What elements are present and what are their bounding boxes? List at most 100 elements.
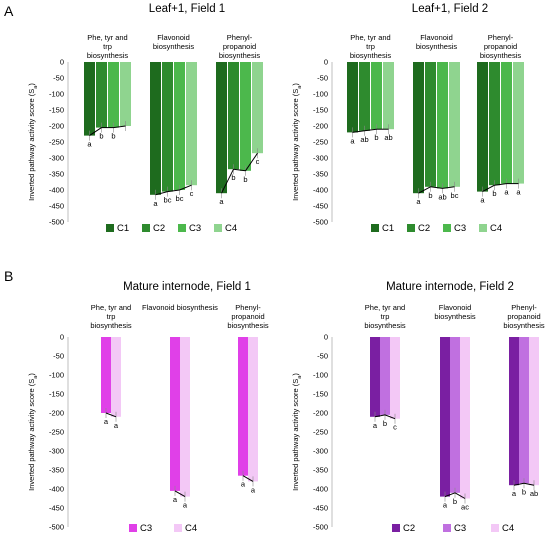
y-tick-label: -250	[313, 428, 328, 437]
significance-letter: ab	[530, 489, 538, 498]
y-tick-label: -350	[313, 466, 328, 475]
chart-title: Mature internode, Field 2	[386, 281, 514, 293]
connector-line	[242, 475, 254, 482]
bar	[509, 337, 519, 486]
group-label: Flavonoid	[439, 303, 472, 312]
y-tick-label: -450	[49, 202, 64, 211]
connector-line	[89, 127, 102, 137]
y-tick-label: -50	[53, 74, 64, 83]
y-tick-label: -450	[49, 504, 64, 513]
connector-line	[494, 183, 507, 186]
significance-letter: b	[231, 173, 235, 182]
legend-swatch	[174, 524, 182, 532]
panel-label-a: A	[4, 3, 14, 19]
group-label: trp	[381, 312, 390, 321]
bar	[519, 337, 529, 484]
significance-letter: a	[251, 485, 256, 494]
y-tick-label: -250	[49, 138, 64, 147]
y-axis-label: Inverted pathway activity score (Sa)	[27, 83, 39, 201]
bar	[513, 62, 524, 184]
significance-letter: a	[504, 188, 509, 197]
bar	[383, 62, 394, 130]
legend-swatch	[407, 224, 415, 232]
y-tick-label: -50	[53, 352, 64, 361]
significance-letter: b	[99, 132, 103, 141]
chart-title: Leaf+1, Field 2	[412, 3, 488, 15]
connector-line	[374, 414, 386, 418]
bar	[248, 337, 258, 482]
y-tick-label: -300	[49, 154, 64, 163]
group-label: biosynthesis	[219, 51, 261, 60]
y-tick-label: -150	[313, 106, 328, 115]
chart-panel-3: Mature internode, Field 1 Inverted pathwa…	[27, 281, 269, 534]
y-tick-label: -400	[313, 186, 328, 195]
y-tick-label: -50	[317, 74, 328, 83]
bar	[84, 62, 95, 136]
bar	[108, 62, 119, 128]
legend-swatch	[106, 224, 114, 232]
legend-swatch	[178, 224, 186, 232]
significance-letter: a	[241, 480, 246, 489]
y-tick-label: -200	[313, 122, 328, 131]
y-tick-label: 0	[324, 58, 328, 67]
legend-swatch	[142, 224, 150, 232]
bar	[413, 62, 424, 194]
group-label: biosynthesis	[87, 51, 129, 60]
legend-label: C3	[189, 223, 201, 234]
group-label: Phenyl-	[227, 33, 253, 42]
bar	[489, 62, 500, 186]
y-tick-label: 0	[60, 58, 64, 67]
chart-title: Leaf+1, Field 1	[149, 3, 225, 15]
y-tick-label: -100	[49, 90, 64, 99]
y-axis-label: Inverted pathway activity score (Sa)	[291, 373, 303, 491]
y-tick-label: 0	[60, 333, 64, 342]
group-label: trp	[107, 312, 116, 321]
chart-title: Mature internode, Field 1	[123, 281, 251, 293]
significance-letter: a	[183, 501, 188, 510]
group-label: propanoid	[484, 42, 517, 51]
significance-letter: a	[153, 199, 158, 208]
connector-line	[364, 128, 377, 132]
significance-letter: bc	[451, 191, 459, 200]
connector-line	[430, 186, 443, 189]
chart-panel-2: Leaf+1, Field 2 Inverted pathway activity…	[291, 3, 524, 234]
legend-swatch	[443, 224, 451, 232]
y-tick-label: -200	[313, 409, 328, 418]
y-tick-label: -400	[49, 186, 64, 195]
bar	[425, 62, 436, 187]
y-tick-label: -150	[49, 106, 64, 115]
bar	[120, 62, 131, 126]
group-label: Phenyl-	[235, 303, 261, 312]
significance-letter: b	[522, 487, 526, 496]
legend-label: C2	[403, 523, 415, 534]
legend-swatch	[129, 524, 137, 532]
connector-line	[523, 482, 535, 486]
significance-letter: ab	[384, 133, 392, 142]
y-tick-label: -250	[313, 138, 328, 147]
bar	[216, 62, 227, 194]
group-label: Phenyl-	[488, 33, 514, 42]
connector-line	[179, 184, 192, 191]
y-tick-label: -100	[49, 371, 64, 380]
y-tick-label: -500	[313, 218, 328, 227]
bar	[380, 337, 390, 415]
significance-letter: a	[87, 140, 92, 149]
group-label: biosynthesis	[227, 321, 269, 330]
legend-label: C3	[454, 523, 466, 534]
legend-label: C4	[225, 223, 237, 234]
y-tick-label: -100	[313, 371, 328, 380]
connector-line	[444, 492, 456, 498]
connector-line	[105, 412, 117, 418]
group-label: Flavonoid	[157, 33, 190, 42]
y-tick-label: -500	[313, 523, 328, 532]
group-label: propanoid	[223, 42, 256, 51]
y-tick-label: -300	[49, 447, 64, 456]
legend-label: C4	[490, 223, 502, 234]
connector-line	[513, 482, 525, 486]
y-axis-label-subscript: a	[33, 375, 39, 379]
bar	[347, 62, 358, 133]
bar	[96, 62, 107, 128]
connector-line	[352, 130, 365, 133]
group-label: Phe, tyr and	[87, 33, 127, 42]
bar	[150, 62, 161, 195]
